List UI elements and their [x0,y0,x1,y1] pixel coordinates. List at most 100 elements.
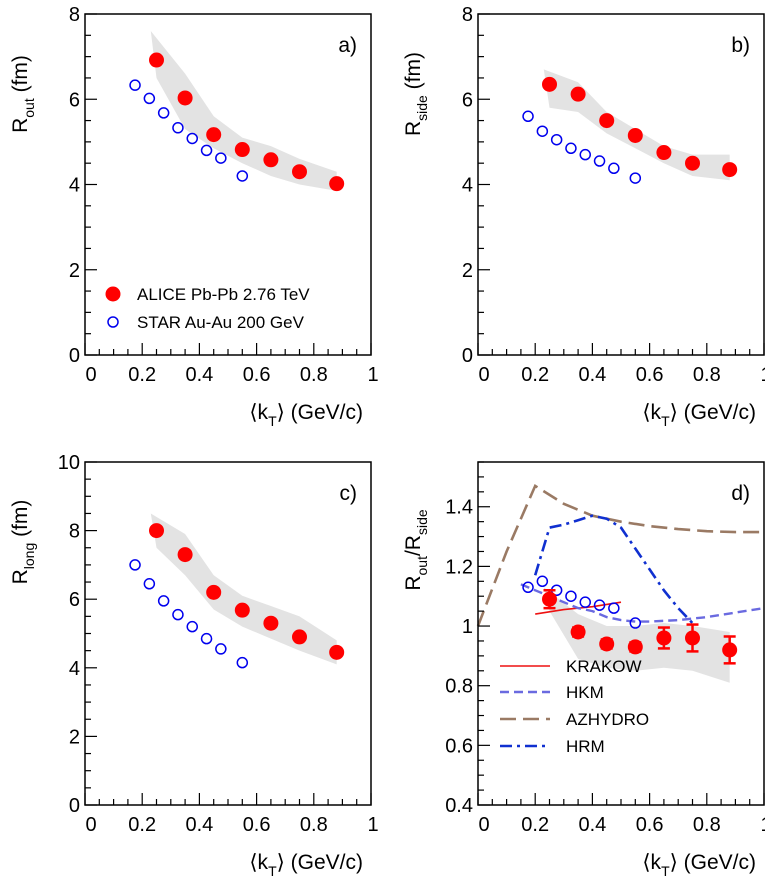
y-tick-label: 2 [69,726,80,748]
x-axis-title: ⟨kT⟩ (GeV/c) [642,851,756,879]
alice-point [685,630,700,646]
legend: KRAKOW HKM AZHYDRO HRM [500,657,649,756]
star-point [608,162,620,175]
x-tick-label: 0.4 [578,364,606,386]
x-tick-label: 0.6 [243,814,271,836]
star-point [186,132,198,145]
alice-point [177,90,193,106]
alice-point [292,629,307,645]
y-tick-label: 0 [69,795,80,817]
y-axis-title: Rlong (fm) [9,500,37,585]
x-axis-title: ⟨kT⟩ (GeV/c) [249,851,363,879]
star-point [608,602,620,614]
y-tick-label: 0 [69,345,80,367]
y-axis-title: Rout (fm) [9,55,37,133]
alice-point [599,113,615,129]
x-tick-label: 0.6 [636,814,664,836]
star-point [565,590,577,602]
model-curve-azhydro [476,483,764,627]
panel-label: d) [731,482,750,505]
y-tick-label: 2 [69,260,80,282]
y-tick-label: 2 [462,260,473,282]
star-point [186,620,198,633]
alice-point [206,127,222,143]
y-tick-label: 6 [69,89,80,111]
x-tick-label: 1 [760,814,765,836]
y-tick-label: 0.4 [445,795,473,817]
y-tick-label: 4 [462,175,473,197]
y-axis-title: Rside (fm) [402,52,430,136]
star-point [579,148,591,161]
star-point [565,142,577,155]
star-point [629,172,642,184]
x-tick-label: 0.8 [693,814,721,836]
star-point [143,92,156,105]
alice-point [149,52,164,68]
star-point [157,107,170,119]
star-point [579,596,591,608]
legend: ALICE Pb-Pb 2.76 TeV STAR Au-Au 200 GeV [105,285,310,332]
systematic-band [543,69,730,181]
star-point [550,133,563,146]
alice-point [627,127,643,143]
alice-point [685,155,700,171]
alice-point [292,164,307,180]
panel-label: c) [340,482,358,505]
alice-point [722,162,738,178]
star-point [629,617,642,629]
x-axis-title: ⟨kT⟩ (GeV/c) [249,401,363,429]
x-tick-label: 0.2 [521,364,549,386]
y-tick-label: 1.4 [445,497,473,519]
alice-point [177,547,193,563]
alice-point [263,615,279,631]
x-tick-label: 0.4 [185,814,213,836]
star-point [129,79,141,91]
panel-1: 0 0.2 0.4 0.6 0.8 1 0 2 4 6 8 a) ⟨kT⟩ (GeV/c) Rout (f… [9,4,379,429]
y-tick-label: 10 [58,452,80,474]
y-tick-label: 0 [462,345,473,367]
x-tick-label: 0.8 [693,364,721,386]
alice-point [234,142,250,158]
legend-marker-alice [105,286,121,302]
x-tick-label: 0 [478,814,489,836]
y-tick-label: 6 [462,89,473,111]
systematic-band [150,31,337,191]
star-point [536,125,549,137]
x-tick-label: 0.6 [243,364,271,386]
x-tick-label: 0 [85,814,96,836]
panel-2: 0 0.2 0.4 0.6 0.8 1 0 2 4 6 8 b) ⟨kT⟩ (GeV/c) Rside (… [402,4,765,429]
star-point [236,656,249,669]
plot-frame [84,461,372,806]
alice-point [329,644,345,660]
x-tick-label: 0 [85,364,96,386]
star-point [215,152,227,164]
x-tick-label: 1 [367,364,378,386]
alice-point [542,76,557,92]
y-axis-title: Rout/Rside [402,509,430,591]
star-point [593,599,606,611]
alice-point [599,636,615,652]
y-tick-label: 8 [462,4,473,26]
panel-label: a) [338,34,357,57]
x-tick-label: 1 [367,814,378,836]
star-point [200,144,213,157]
legend-label: ALICE Pb-Pb 2.76 TeV [137,285,310,304]
star-point [593,155,606,167]
star-point [536,575,549,588]
alice-point [570,624,586,640]
star-point [200,632,213,645]
x-tick-label: 0.4 [578,814,606,836]
x-tick-label: 0 [478,364,489,386]
alice-point [656,145,672,161]
alice-point [206,584,222,600]
y-tick-label: 1 [462,616,473,638]
star-point [143,578,156,590]
alice-point [627,639,643,655]
model-curve-hrm [533,514,694,624]
star-point [129,559,141,571]
panel-label: b) [731,34,750,57]
alice-point [542,591,557,607]
x-tick-label: 0.8 [300,814,328,836]
star-point [172,122,184,134]
